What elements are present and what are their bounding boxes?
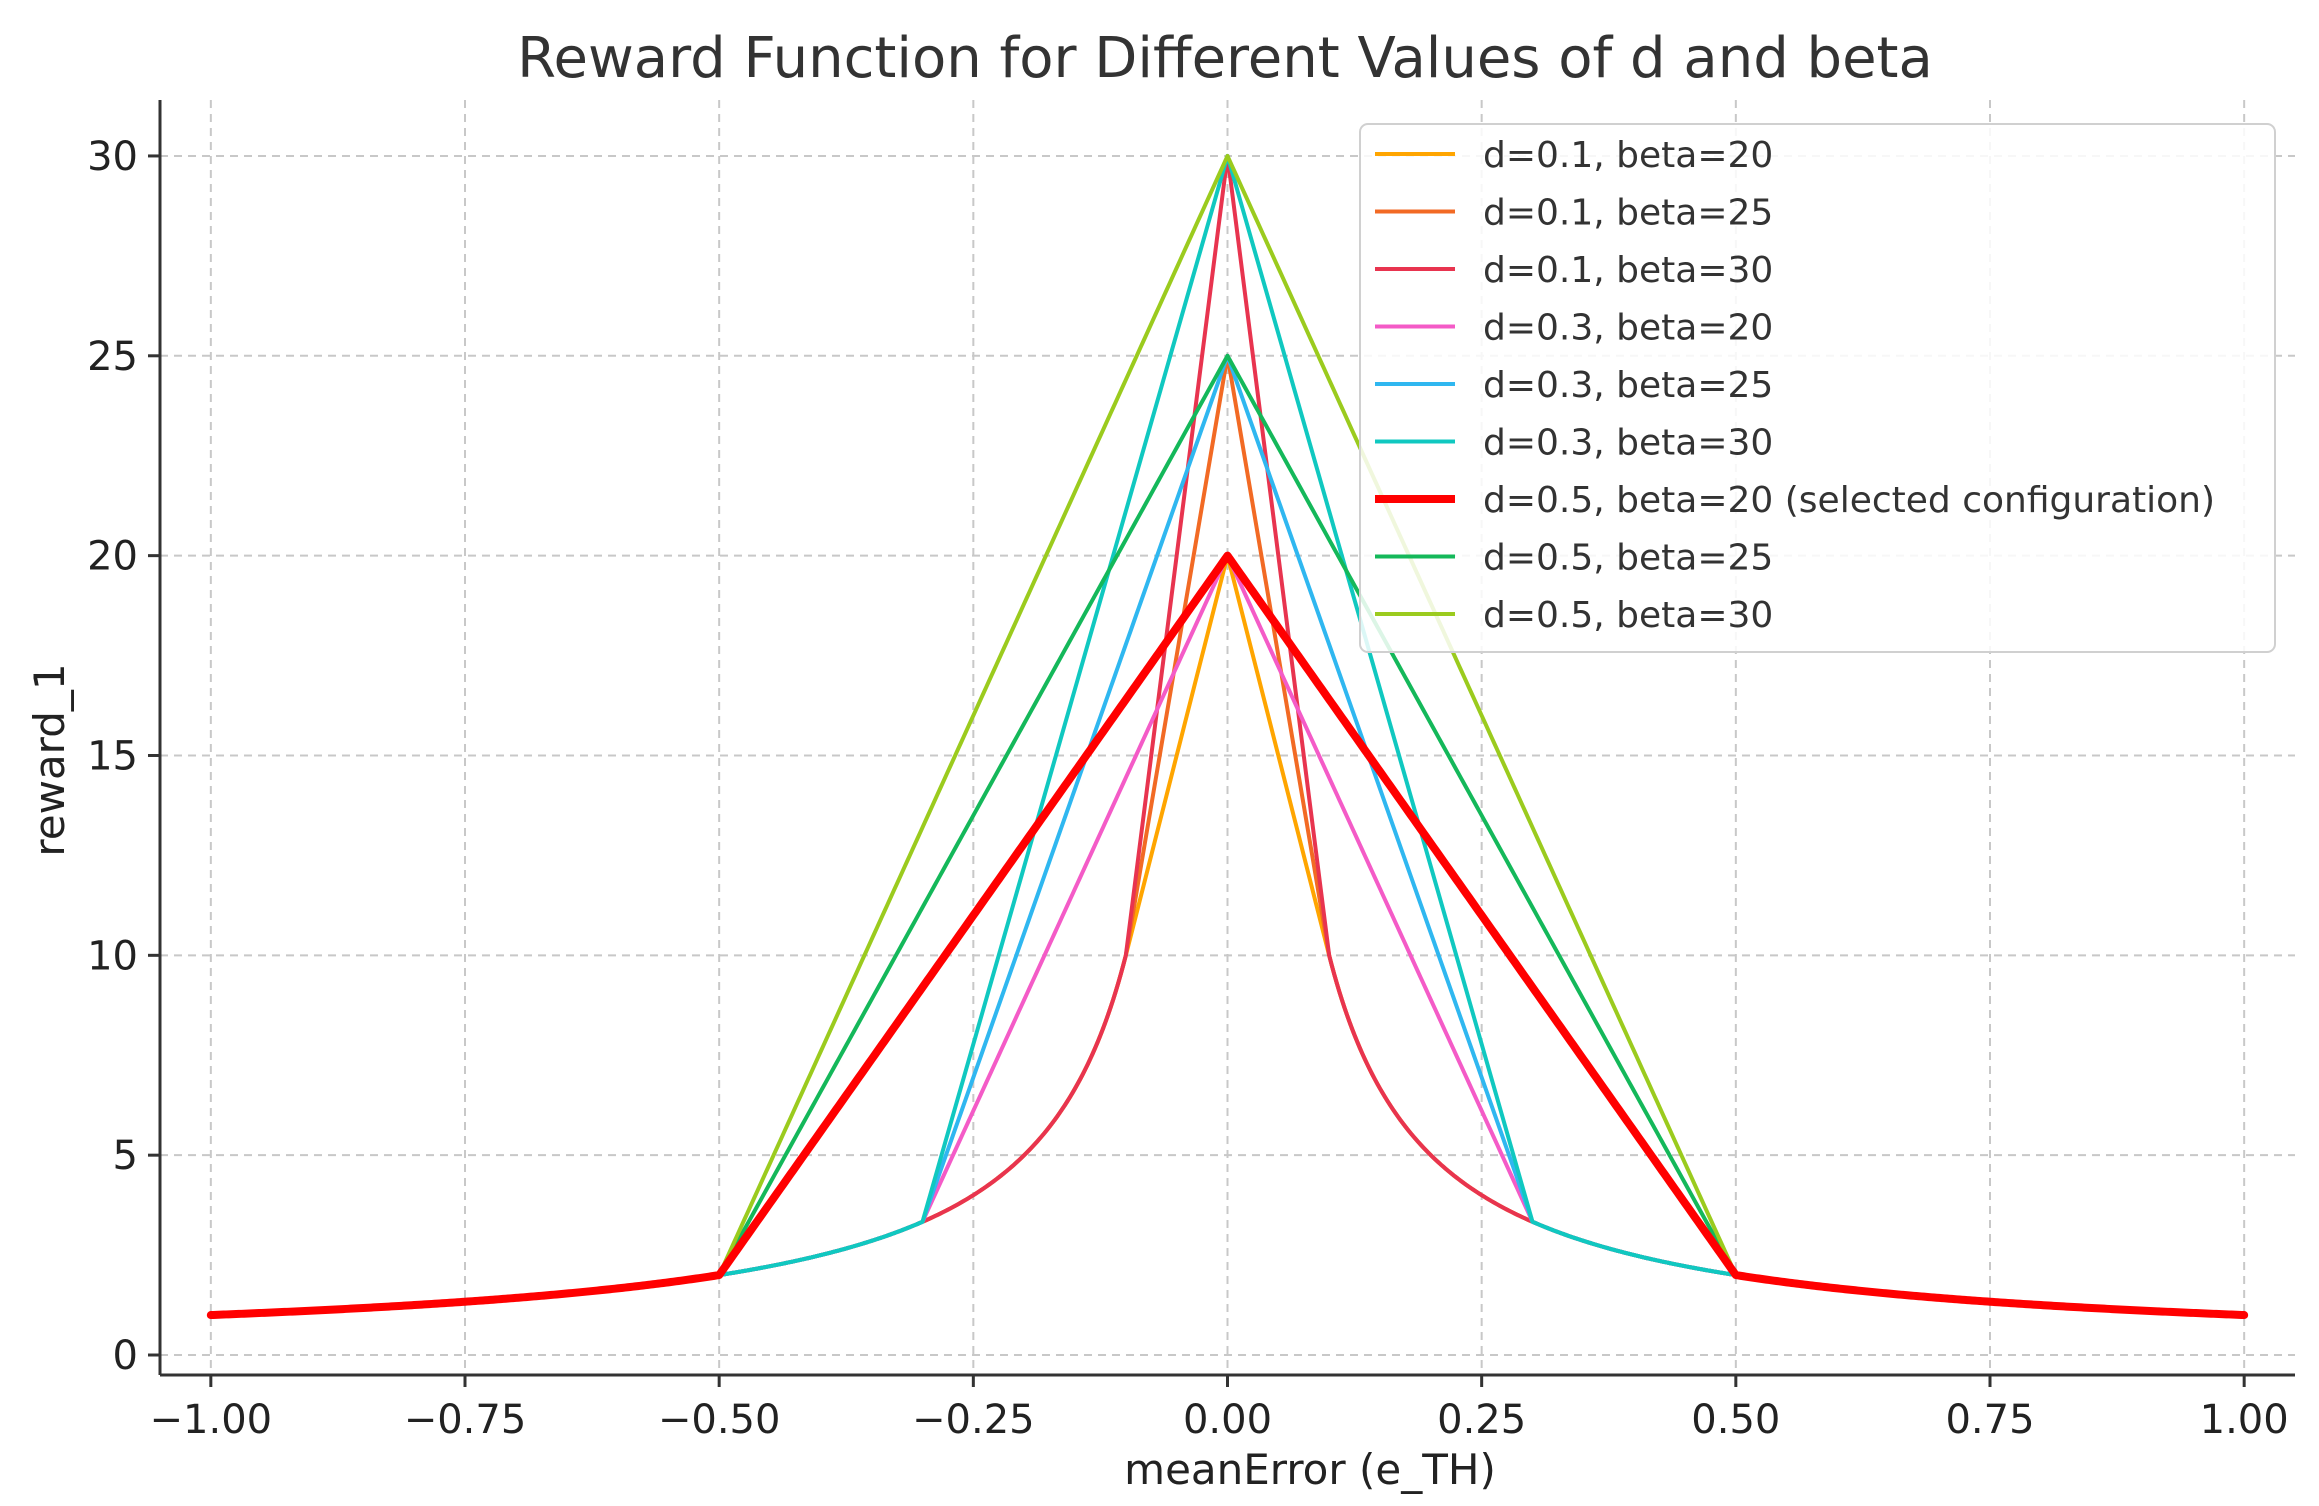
y-tick-label: 5 bbox=[113, 1133, 138, 1179]
x-axis-label: meanError (e_TH) bbox=[1124, 1445, 1496, 1494]
legend-label: d=0.3, beta=25 bbox=[1483, 365, 1773, 406]
x-tick-label: −0.75 bbox=[404, 1397, 527, 1443]
legend-label: d=0.1, beta=25 bbox=[1483, 193, 1773, 234]
legend-label: d=0.5, beta=25 bbox=[1483, 538, 1773, 579]
legend-label: d=0.1, beta=30 bbox=[1483, 250, 1773, 291]
legend-label: d=0.3, beta=30 bbox=[1483, 423, 1773, 464]
series-line-d-0-1-beta-20 bbox=[208, 553, 2247, 1318]
tick-labels: −1.00 −0.75 −0.50 −0.25 0.00 0.25 0.50 0.75 1.00… bbox=[87, 134, 2289, 1443]
legend-label: d=0.3, beta=20 bbox=[1483, 308, 1773, 349]
y-tick-label: 20 bbox=[87, 534, 138, 580]
legend-frame bbox=[1359, 123, 2276, 653]
x-tick-label: 1.00 bbox=[2200, 1397, 2289, 1443]
series-lines bbox=[206, 153, 2249, 1320]
series-line-d-0-3-beta-20 bbox=[208, 553, 2247, 1318]
x-tick-label: 0.50 bbox=[1691, 1397, 1780, 1443]
y-axis-label: reward_1 bbox=[25, 663, 74, 856]
legend-label: d=0.5, beta=30 bbox=[1483, 595, 1773, 636]
legend-label: d=0.5, beta=20 (selected configuration) bbox=[1483, 480, 2215, 521]
x-tick-label: 0.25 bbox=[1437, 1397, 1526, 1443]
legend-label: d=0.1, beta=20 bbox=[1483, 135, 1773, 176]
x-tick-label: 0.00 bbox=[1183, 1397, 1272, 1443]
y-tick-label: 10 bbox=[87, 933, 138, 979]
x-tick-label: −0.25 bbox=[912, 1397, 1035, 1443]
y-tick-label: 25 bbox=[87, 334, 138, 380]
legend: d=0.1, beta=20 d=0.1, beta=25 d=0.1, beta=… bbox=[1359, 123, 2276, 653]
chart-title: Reward Function for Different Values of … bbox=[517, 26, 1933, 91]
series-line-d-0-5-beta-20-selected-configuration bbox=[206, 551, 2249, 1320]
y-tick-label: 15 bbox=[87, 733, 138, 779]
x-tick-label: −0.50 bbox=[658, 1397, 781, 1443]
y-tick-label: 0 bbox=[113, 1333, 138, 1379]
x-tick-label: 0.75 bbox=[1945, 1397, 2034, 1443]
x-tick-label: −1.00 bbox=[150, 1397, 273, 1443]
y-tick-label: 30 bbox=[87, 134, 138, 180]
